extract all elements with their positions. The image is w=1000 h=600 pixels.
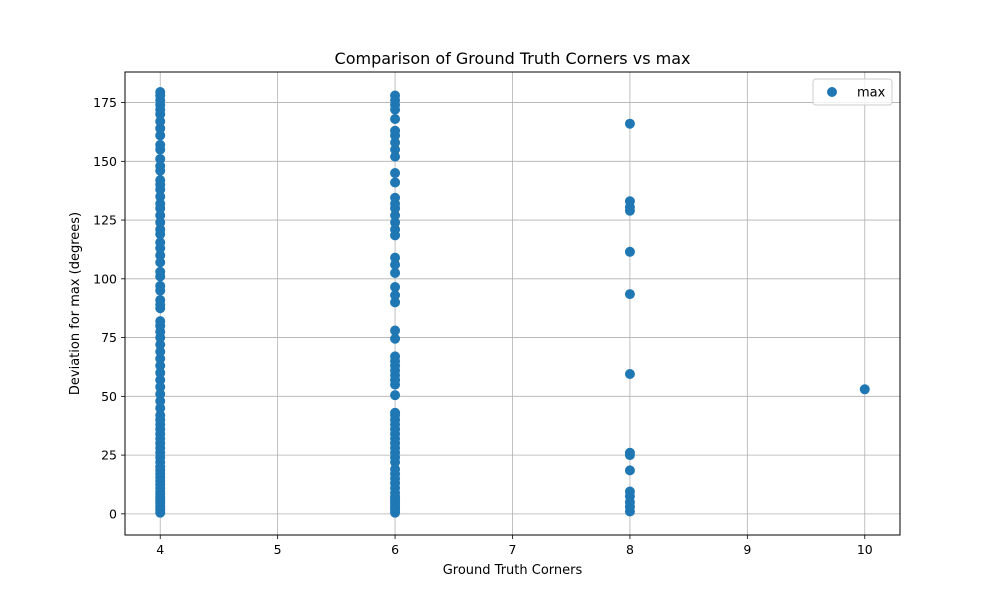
- data-point: [624, 486, 635, 497]
- data-point: [390, 407, 401, 418]
- data-point: [155, 316, 166, 327]
- x-tick-label: 9: [743, 542, 751, 557]
- data-point: [390, 210, 401, 221]
- data-point: [155, 153, 166, 164]
- data-point: [155, 388, 166, 399]
- data-points: [155, 86, 870, 518]
- data-point: [155, 139, 166, 150]
- data-point: [390, 151, 401, 162]
- x-tick-label: 5: [274, 542, 282, 557]
- data-point: [155, 396, 166, 407]
- data-point: [155, 403, 166, 414]
- legend-label: max: [857, 86, 886, 101]
- legend: max: [812, 78, 893, 106]
- data-point: [155, 237, 166, 248]
- data-point: [155, 123, 166, 134]
- chart-title: Comparison of Ground Truth Corners vs ma…: [335, 49, 691, 68]
- data-point: [390, 351, 401, 362]
- data-point: [155, 161, 166, 172]
- data-point: [624, 118, 635, 129]
- data-point: [624, 369, 635, 380]
- data-point: [155, 210, 166, 221]
- data-point: [155, 294, 166, 305]
- data-point: [155, 353, 166, 364]
- y-tick-label: 125: [93, 213, 117, 228]
- data-point: [155, 280, 166, 291]
- data-point: [390, 168, 401, 179]
- data-point: [155, 198, 166, 209]
- data-point: [390, 290, 401, 301]
- data-point: [155, 86, 166, 97]
- data-point: [624, 465, 635, 476]
- x-tick-label: 6: [391, 542, 399, 557]
- data-point: [624, 246, 635, 257]
- data-point: [390, 90, 401, 101]
- data-point: [390, 144, 401, 155]
- data-point: [390, 325, 401, 336]
- x-axis-label: Ground Truth Corners: [443, 563, 583, 578]
- data-point: [390, 125, 401, 136]
- data-point: [390, 192, 401, 203]
- data-point: [155, 130, 166, 141]
- data-point: [155, 175, 166, 186]
- data-point: [390, 252, 401, 263]
- x-tick-label: 8: [626, 542, 634, 557]
- y-tick-label: 25: [101, 448, 117, 463]
- data-point: [155, 367, 166, 378]
- data-point: [155, 374, 166, 385]
- data-point: [624, 447, 635, 458]
- data-point: [155, 224, 166, 235]
- data-point: [155, 339, 166, 350]
- data-point: [390, 267, 401, 278]
- y-axis-label: Deviation for max (degrees): [68, 212, 83, 395]
- data-point: [390, 114, 401, 125]
- data-point: [155, 266, 166, 277]
- data-point: [155, 250, 166, 261]
- y-tick-label: 100: [93, 271, 117, 286]
- data-point: [155, 116, 166, 127]
- y-tick-label: 75: [101, 330, 117, 345]
- data-point: [155, 410, 166, 421]
- data-point: [390, 464, 401, 475]
- data-point: [155, 257, 166, 268]
- data-point: [390, 333, 401, 344]
- data-point: [390, 297, 401, 308]
- y-tick-label: 175: [93, 95, 117, 110]
- data-point: [390, 390, 401, 401]
- data-point: [390, 137, 401, 148]
- data-point: [390, 177, 401, 188]
- data-point: [859, 384, 870, 395]
- data-point: [624, 289, 635, 300]
- data-point: [624, 196, 635, 207]
- data-point: [155, 346, 166, 357]
- data-point: [155, 381, 166, 392]
- data-point: [390, 217, 401, 228]
- x-tick-label: 7: [509, 542, 517, 557]
- x-tick-label: 10: [857, 542, 873, 557]
- legend-box: [812, 78, 893, 106]
- data-point: [155, 217, 166, 228]
- legend-marker: [827, 87, 837, 97]
- y-tick-label: 150: [93, 154, 117, 169]
- data-point: [390, 224, 401, 235]
- data-point: [390, 282, 401, 293]
- x-tick-label: 4: [156, 542, 164, 557]
- y-tick-label: 0: [109, 506, 117, 521]
- data-point: [155, 360, 166, 371]
- y-tick-label: 50: [101, 389, 117, 404]
- data-point: [390, 259, 401, 270]
- data-point: [155, 191, 166, 202]
